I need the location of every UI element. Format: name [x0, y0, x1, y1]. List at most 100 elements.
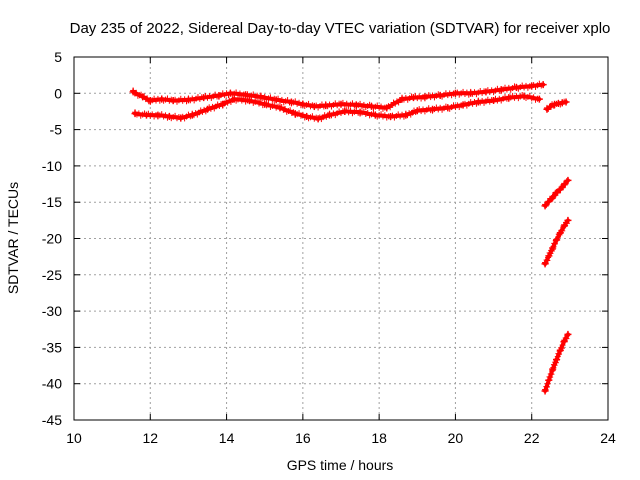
series-segment-A [543, 98, 570, 113]
data-point [512, 83, 520, 91]
data-point [564, 216, 572, 224]
data-point [556, 346, 564, 354]
data-point [562, 98, 570, 106]
data-point [545, 197, 553, 205]
data-point [541, 202, 549, 210]
data-point [402, 111, 410, 119]
series-main-band-lower [131, 91, 543, 123]
x-tick-label: 10 [66, 430, 82, 446]
x-tick-label: 18 [371, 430, 387, 446]
data-point [545, 376, 553, 384]
data-point [303, 113, 311, 121]
data-point [368, 102, 376, 110]
data-point [188, 111, 196, 119]
data-point [560, 181, 568, 189]
data-point [482, 88, 490, 96]
data-point [242, 91, 250, 99]
data-point [322, 102, 330, 110]
data-point [245, 97, 253, 105]
series-segment-B [541, 176, 572, 210]
data-point [564, 176, 572, 184]
data-point [383, 104, 391, 112]
x-tick-label: 16 [295, 430, 311, 446]
data-point [556, 185, 564, 193]
data-point [169, 97, 177, 105]
data-point [541, 387, 549, 395]
y-tick-label: -45 [42, 412, 62, 428]
data-point [230, 95, 238, 103]
data-point [215, 91, 223, 99]
data-point [549, 365, 557, 373]
data-point [131, 110, 139, 118]
x-tick-label: 24 [600, 430, 616, 446]
data-point [129, 88, 137, 96]
data-point [139, 93, 147, 101]
data-point [371, 111, 379, 119]
y-tick-label: -35 [42, 339, 62, 355]
data-point [337, 100, 345, 108]
series-segment-C [541, 216, 572, 268]
y-tick-label: -30 [42, 303, 62, 319]
data-point [177, 114, 185, 122]
data-point [257, 93, 265, 101]
data-point [219, 100, 227, 108]
y-tick-label: -25 [42, 267, 62, 283]
data-point [200, 94, 208, 102]
data-point [549, 244, 557, 252]
data-point [505, 94, 513, 102]
data-point [553, 356, 561, 364]
data-point [356, 108, 364, 116]
data-point [154, 111, 162, 119]
data-point [326, 111, 334, 119]
y-tick-label: 0 [54, 85, 62, 101]
data-point [528, 82, 536, 90]
x-tick-label: 14 [219, 430, 235, 446]
data-point [564, 330, 572, 338]
series-segment-D [541, 330, 572, 395]
data-point [543, 105, 551, 113]
data-point [226, 89, 234, 97]
data-point [158, 95, 166, 103]
x-tick-label: 20 [448, 430, 464, 446]
y-tick-label: -15 [42, 194, 62, 210]
ticks [73, 56, 609, 421]
data-point [146, 97, 154, 105]
data-point [409, 94, 417, 102]
data-layer [129, 80, 572, 395]
data-point [547, 102, 555, 110]
data-point [398, 95, 406, 103]
data-point [352, 101, 360, 109]
data-point [467, 89, 475, 97]
y-tick-label: 5 [54, 49, 62, 65]
data-point [184, 96, 192, 104]
x-tick-label: 12 [142, 430, 158, 446]
data-point [299, 100, 307, 108]
data-point [287, 98, 295, 106]
y-tick-label: -5 [50, 122, 63, 138]
data-point [549, 193, 557, 201]
data-point [560, 338, 568, 346]
data-point [541, 260, 549, 268]
data-point [451, 89, 459, 97]
data-point [539, 81, 547, 89]
data-point [165, 113, 173, 121]
data-point [261, 100, 269, 108]
data-point [276, 104, 284, 112]
data-point [142, 111, 150, 119]
data-point [413, 107, 421, 115]
x-axis-label: GPS time / hours [287, 457, 394, 473]
y-tick-label: -20 [42, 231, 62, 247]
data-point [204, 105, 211, 113]
data-point [535, 95, 543, 103]
data-point [310, 102, 318, 110]
data-point [314, 115, 322, 123]
data-point [272, 96, 280, 104]
data-point [291, 110, 299, 118]
series-main-band-upper [129, 80, 547, 112]
chart-title: Day 235 of 2022, Sidereal Day-to-day VTE… [70, 20, 611, 37]
data-point [497, 86, 505, 94]
data-point [341, 107, 349, 115]
x-tick-label: 22 [524, 430, 540, 446]
